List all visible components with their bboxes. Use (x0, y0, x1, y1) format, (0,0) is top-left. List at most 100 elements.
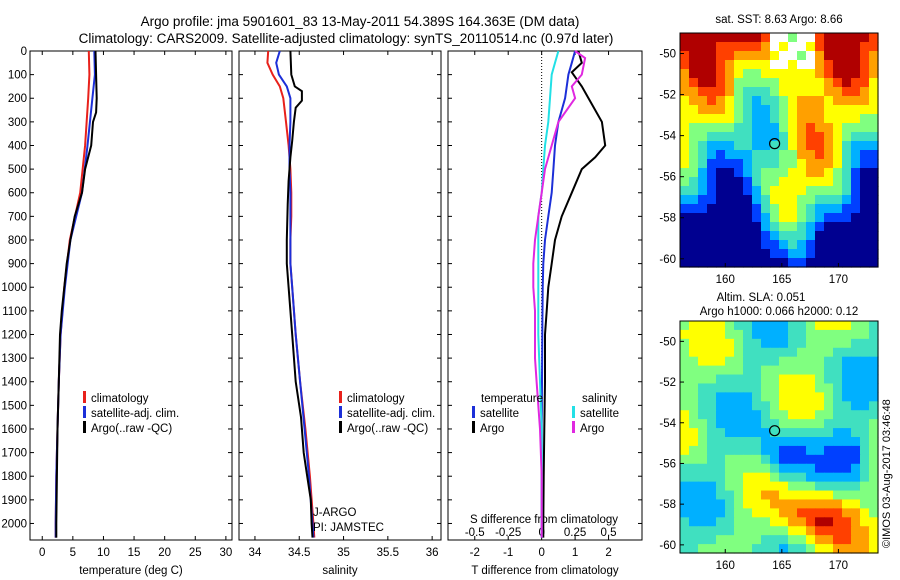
heatmap-cell (797, 419, 807, 429)
heatmap-cell (869, 454, 879, 465)
heatmap-cell (680, 105, 690, 115)
heatmap-cell (842, 338, 852, 349)
heatmap-cell (842, 374, 852, 385)
heatmap-cell (770, 499, 780, 509)
heatmap-cell (743, 383, 753, 393)
heatmap-cell (797, 535, 807, 545)
legend-swatch (339, 421, 342, 433)
heatmap-cell (680, 454, 690, 465)
heatmap-cell (842, 204, 852, 214)
heatmap-cell (707, 321, 717, 331)
heatmap-cell (707, 222, 717, 232)
heatmap-cell (851, 401, 861, 411)
x-tick-label: 30 (219, 547, 232, 559)
heatmap-cell (770, 186, 780, 196)
heatmap-cell (707, 517, 717, 527)
heatmap-cell (788, 177, 798, 187)
heatmap-cell (869, 392, 879, 402)
heatmap-cell (824, 258, 834, 268)
heatmap-cell (752, 168, 762, 178)
heatmap-cell (869, 321, 879, 331)
heatmap-cell (689, 383, 699, 393)
heatmap-cell (806, 69, 816, 79)
heatmap-cell (851, 517, 861, 527)
heatmap-cell (833, 69, 843, 79)
heatmap-cell (707, 51, 717, 61)
heatmap-cell (698, 454, 708, 465)
heatmap-cell (860, 60, 870, 70)
heatmap-cell (725, 338, 735, 349)
heatmap-cell (680, 410, 690, 420)
heatmap-cell (860, 356, 870, 367)
heatmap-cell (797, 401, 807, 411)
heatmap-cell (851, 472, 861, 483)
heatmap-cell (698, 195, 708, 205)
heatmap-cell (725, 481, 735, 492)
heatmap-cell (680, 544, 690, 554)
heatmap-cell (842, 472, 852, 483)
heatmap-cell (770, 42, 780, 52)
heatmap-cell (788, 213, 798, 223)
heatmap-cell (752, 321, 762, 331)
heatmap-cell (734, 204, 744, 214)
heatmap-cell (716, 445, 726, 456)
heatmap-cell (698, 231, 708, 241)
heatmap-cell (761, 105, 771, 115)
heatmap-cell (851, 60, 861, 70)
heatmap-cell (725, 69, 735, 79)
heatmap-cell (698, 159, 708, 169)
heatmap-cell (860, 132, 870, 142)
heatmap-cell (707, 213, 717, 223)
heatmap-cell (725, 114, 735, 124)
heatmap-cell (824, 87, 834, 97)
heatmap-cell (869, 69, 879, 79)
heatmap-cell (743, 544, 753, 554)
heatmap-cell (806, 419, 816, 429)
heatmap-cell (725, 168, 735, 178)
heatmap-cell (842, 150, 852, 160)
heatmap-cell (761, 168, 771, 178)
map-y-tick-label: -52 (659, 377, 676, 389)
heatmap-cell (869, 105, 879, 115)
heatmap-cell (761, 347, 771, 358)
heatmap-cell (680, 177, 690, 187)
heatmap-cell (806, 374, 816, 385)
heatmap-cell (788, 472, 798, 483)
heatmap-cell (824, 428, 834, 438)
heatmap-cell (860, 249, 870, 259)
heatmap-cell (833, 338, 843, 349)
heatmap-cell (806, 105, 816, 115)
heatmap-cell (788, 481, 798, 492)
copyright-stamp: ©IMOS 03-Aug-2017 03:46:48 (881, 399, 893, 548)
heatmap-cell (815, 526, 825, 536)
heatmap-cell (761, 222, 771, 232)
heatmap-cell (842, 445, 852, 456)
heatmap-cell (842, 410, 852, 420)
heatmap-cell (824, 445, 834, 456)
heatmap-cell (824, 401, 834, 411)
heatmap-cell (842, 132, 852, 142)
heatmap-cell (851, 159, 861, 169)
heatmap-cell (806, 517, 816, 527)
heatmap-cell (743, 481, 753, 492)
heatmap-cell (770, 365, 780, 376)
heatmap-cell (806, 428, 816, 438)
heatmap-cell (815, 472, 825, 483)
heatmap-cell (815, 499, 825, 509)
heatmap-cell (716, 544, 726, 554)
heatmap-cell (869, 419, 879, 429)
heatmap-cell (770, 195, 780, 205)
x-tick-label: 25 (189, 547, 202, 559)
legend-swatch (572, 421, 575, 433)
x-tick-label: -2 (470, 547, 480, 559)
heatmap-cell (680, 96, 690, 106)
heatmap-cell (770, 392, 780, 402)
heatmap-cell (698, 517, 708, 527)
heatmap-cell (734, 481, 744, 492)
heatmap-cell (770, 445, 780, 456)
heatmap-cell (869, 338, 879, 349)
heatmap-cell (716, 114, 726, 124)
annotation-j-argo: J-ARGO (313, 507, 357, 519)
heatmap-cell (860, 410, 870, 420)
